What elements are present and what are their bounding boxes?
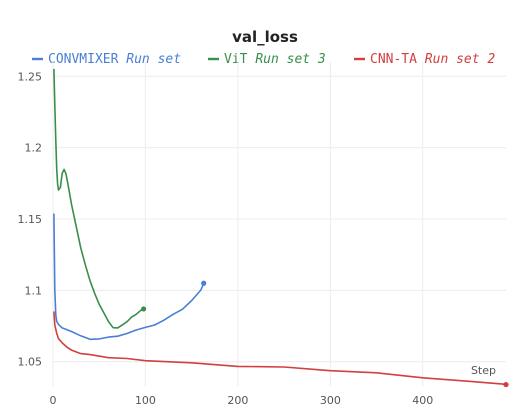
x-tick-label: 200 <box>227 394 248 407</box>
series-lines <box>53 68 509 388</box>
legend-item-vit[interactable]: ViT Run set 3 <box>208 52 326 67</box>
y-tick-label: 1.15 <box>18 213 43 226</box>
x-axis: 0 100 200 300 400 <box>50 394 434 407</box>
series-endpoint-cnn-ta <box>503 381 509 388</box>
x-axis-label: Step <box>471 364 496 377</box>
grid <box>52 62 506 386</box>
x-tick-label: 400 <box>412 394 433 407</box>
chart-title: val_loss <box>232 28 298 46</box>
series-line-convmixer <box>53 213 205 341</box>
legend-run-name: Run set 2 <box>425 52 496 67</box>
legend-series-name: CONVMIXER <box>48 52 126 67</box>
legend: CONVMIXER Run set ViT Run set 3 CNN-TA Run… <box>32 52 495 67</box>
series-endpoint-vit <box>141 306 147 312</box>
x-tick-label: 300 <box>320 394 341 407</box>
y-tick-label: 1.05 <box>18 356 43 369</box>
y-tick-label: 1.2 <box>25 142 43 155</box>
x-tick-label: 0 <box>50 394 57 407</box>
legend-item-convmixer[interactable]: CONVMIXER Run set <box>32 52 181 67</box>
series-line-vit <box>53 68 144 329</box>
legend-item-cnn-ta[interactable]: CNN-TA Run set 2 <box>354 52 495 67</box>
legend-run-name: Run set <box>126 52 181 67</box>
legend-series-name: CNN-TA <box>370 52 425 67</box>
legend-label: CNN-TA Run set 2 <box>370 52 495 67</box>
y-axis: 1.05 1.1 1.15 1.2 1.25 <box>18 70 43 368</box>
x-tick-label: 100 <box>135 394 156 407</box>
legend-label: CONVMIXER Run set <box>48 52 181 67</box>
series-endpoint-convmixer <box>201 280 207 286</box>
legend-series-name: ViT <box>224 52 255 67</box>
y-tick-label: 1.1 <box>25 284 43 297</box>
y-tick-label: 1.25 <box>18 70 43 83</box>
series-line-cnn-ta <box>53 311 507 386</box>
legend-label: ViT Run set 3 <box>224 52 326 67</box>
legend-run-name: Run set 3 <box>255 52 325 67</box>
